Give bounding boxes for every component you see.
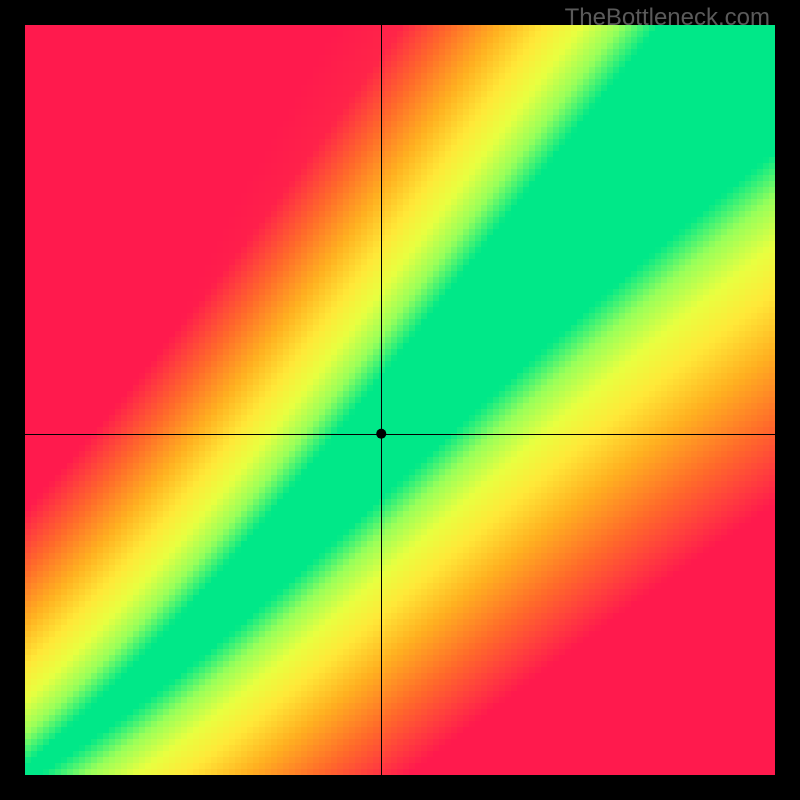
watermark-text: TheBottleneck.com	[565, 4, 770, 32]
bottleneck-heatmap	[0, 0, 800, 800]
